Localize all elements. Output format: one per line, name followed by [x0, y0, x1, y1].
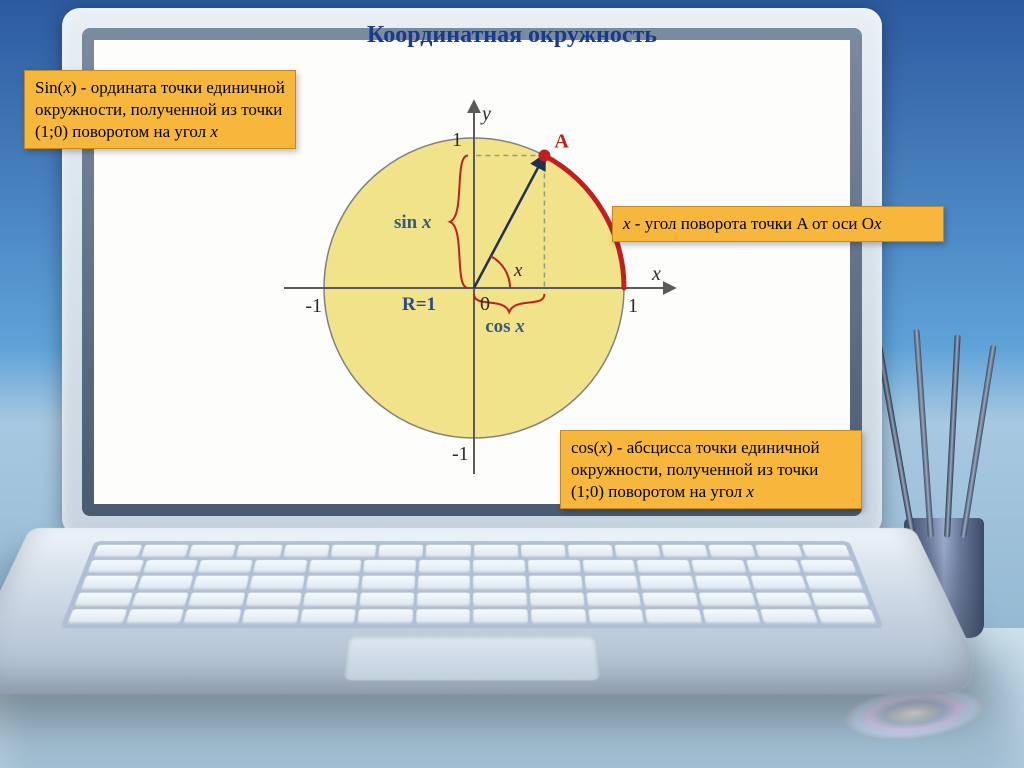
title-text: Координатная окружность — [367, 22, 657, 48]
y-axis-label: y — [480, 103, 491, 125]
point-a-label: А — [554, 131, 569, 153]
radius-label: R=1 — [402, 294, 436, 315]
keyboard — [60, 541, 884, 628]
x-axis-label: x — [651, 263, 661, 285]
touchpad — [344, 636, 600, 681]
callout-angle: x - угол поворота точки A от оси Оx — [612, 206, 944, 242]
scene: y x 1 1 -1 -1 0 R=1 А sin x cos x x Коор… — [0, 0, 1024, 768]
tick-one-top: 1 — [452, 129, 462, 151]
origin-label: 0 — [480, 293, 490, 315]
callout-cos: cos(x) - абсцисса точки единичной окружн… — [560, 430, 862, 509]
angle-x-label: x — [513, 260, 523, 281]
tick-one-right: 1 — [628, 295, 638, 317]
page-title: Координатная окружность — [0, 22, 1024, 49]
tick-minus-one-bottom: -1 — [452, 443, 469, 465]
callout-sin: Sin(x) - ордината точки единичной окружн… — [24, 70, 296, 149]
laptop-base — [0, 528, 993, 694]
cos-label: cos x — [485, 316, 525, 337]
sin-label: sin x — [394, 212, 432, 233]
tick-minus-one-left: -1 — [305, 295, 322, 317]
point-a — [538, 150, 550, 162]
